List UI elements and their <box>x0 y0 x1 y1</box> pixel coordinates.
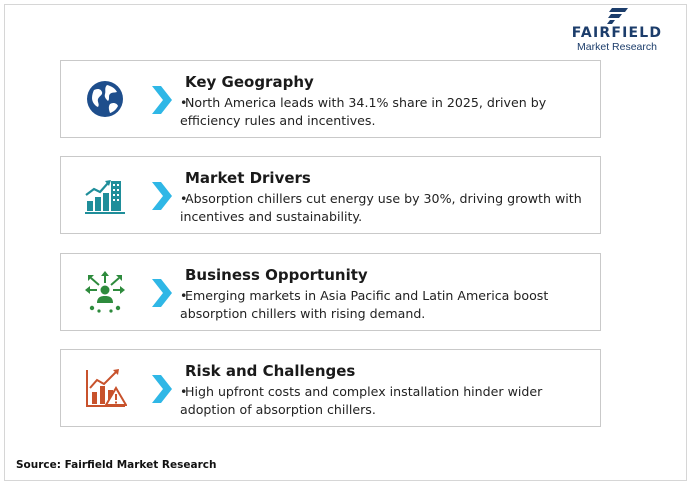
card-icon-cell <box>61 157 149 233</box>
globe-icon <box>87 81 123 117</box>
card-text: •High upfront costs and complex installa… <box>180 384 543 417</box>
chevron-right-icon <box>152 86 172 114</box>
card-risk-and-challenges: Risk and Challenges •High upfront costs … <box>60 349 601 427</box>
chevron-right-icon <box>152 279 172 307</box>
chevron-right-icon <box>152 182 172 210</box>
card-icon-cell <box>61 350 149 426</box>
card-title: Key Geography <box>185 73 314 91</box>
fairfield-logo-mark-icon <box>607 8 628 24</box>
chevron-right-icon <box>152 375 172 403</box>
card-text: •Emerging markets in Asia Pacific and La… <box>180 288 549 321</box>
fairfield-logo: FAIRFIELD Market Research <box>557 8 677 53</box>
logo-tagline: Market Research <box>577 41 657 53</box>
card-key-geography: Key Geography •North America leads with … <box>60 60 601 138</box>
card-text-body: North America leads with 34.1% share in … <box>180 95 547 128</box>
card-title: Risk and Challenges <box>185 362 356 380</box>
card-title: Market Drivers <box>185 169 311 187</box>
card-text-body: High upfront costs and complex installat… <box>180 384 543 417</box>
card-text-body: Absorption chillers cut energy use by 30… <box>180 191 582 224</box>
opportunity-icon <box>85 271 125 313</box>
card-text-body: Emerging markets in Asia Pacific and Lat… <box>180 288 549 321</box>
growth-city-icon <box>85 180 125 214</box>
card-text: •North America leads with 34.1% share in… <box>180 95 547 128</box>
card-business-opportunity: Business Opportunity •Emerging markets i… <box>60 253 601 331</box>
card-title: Business Opportunity <box>185 266 368 284</box>
risk-chart-icon <box>86 369 127 407</box>
source-caption: Source: Fairfield Market Research <box>16 459 217 471</box>
card-icon-cell <box>61 61 149 137</box>
card-market-drivers: Market Drivers •Absorption chillers cut … <box>60 156 601 234</box>
logo-name: FAIRFIELD <box>571 25 663 41</box>
card-icon-cell <box>61 254 149 330</box>
card-text: •Absorption chillers cut energy use by 3… <box>180 191 582 224</box>
